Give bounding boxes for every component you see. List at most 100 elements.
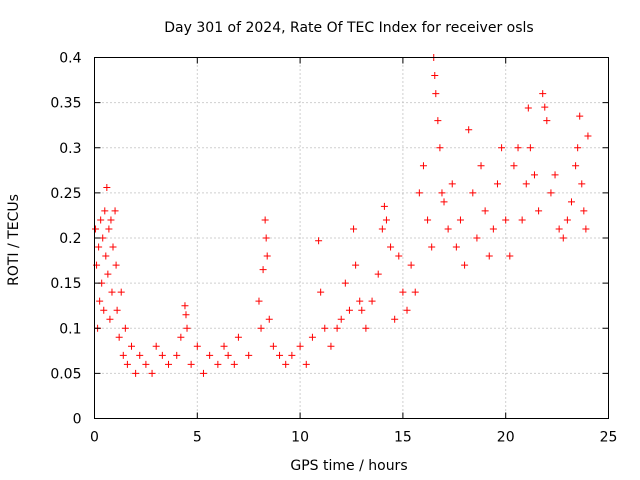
data-point (111, 207, 119, 215)
data-point (526, 144, 534, 152)
data-point (543, 117, 551, 125)
data-point (234, 333, 242, 341)
data-point (177, 333, 185, 341)
data-point (448, 180, 456, 188)
data-point (444, 225, 452, 233)
y-tick-label: 0.2 (59, 231, 81, 247)
data-point (113, 306, 121, 314)
data-point (350, 225, 358, 233)
data-point (539, 90, 547, 98)
data-point (368, 297, 376, 305)
data-point (415, 189, 423, 197)
data-point (317, 288, 325, 296)
data-point (96, 297, 104, 305)
chart-title: Day 301 of 2024, Rate Of TEC Index for r… (164, 20, 533, 36)
data-point (428, 243, 436, 251)
data-point (103, 183, 111, 191)
data-point (518, 216, 526, 224)
data-point (136, 351, 144, 359)
data-point (469, 189, 477, 197)
data-point (380, 202, 388, 210)
data-point (230, 360, 238, 368)
data-point (261, 216, 269, 224)
data-point (100, 306, 108, 314)
data-point (148, 369, 156, 377)
x-tick-label: 15 (394, 430, 412, 446)
data-point (214, 360, 222, 368)
data-point (269, 342, 277, 350)
data-point (109, 243, 117, 251)
y-tick-label: 0.15 (50, 276, 81, 292)
data-point (105, 225, 113, 233)
y-axis-label: ROTI / TECUs (6, 194, 22, 286)
data-point (206, 351, 214, 359)
data-point (411, 288, 419, 296)
axis-ticks (94, 57, 609, 419)
data-point (541, 103, 549, 111)
data-point (559, 234, 567, 242)
data-point (337, 315, 345, 323)
data-point (391, 315, 399, 323)
tick-labels: 0 5 10 15 20 25 0 0.05 0.1 0.15 0.2 0.25 0.3 0.35 0.4 (50, 51, 617, 446)
data-point (245, 351, 253, 359)
data-point (356, 297, 364, 305)
data-point (431, 72, 439, 80)
data-point (193, 342, 201, 350)
x-tick-label: 10 (291, 430, 309, 446)
data-point (345, 306, 353, 314)
y-tick-label: 0.35 (50, 96, 81, 112)
data-point (403, 306, 411, 314)
y-tick-label: 0.05 (50, 366, 81, 382)
data-point (97, 216, 105, 224)
grid-lines (94, 57, 609, 419)
data-point (262, 234, 270, 242)
data-point (102, 252, 110, 260)
data-point (440, 198, 448, 206)
data-point (282, 360, 290, 368)
x-tick-label: 0 (90, 430, 99, 446)
data-point (101, 207, 109, 215)
data-point (115, 333, 123, 341)
data-point (374, 270, 382, 278)
data-point (481, 207, 489, 215)
data-point (187, 360, 195, 368)
data-point (424, 216, 432, 224)
data-point (165, 360, 173, 368)
data-point (578, 180, 586, 188)
data-point (121, 324, 129, 332)
data-point (582, 225, 590, 233)
data-point (567, 198, 575, 206)
x-axis-label: GPS time / hours (290, 458, 407, 474)
data-point (224, 351, 232, 359)
data-point (108, 288, 116, 296)
x-tick-label: 25 (600, 430, 618, 446)
data-point (220, 342, 228, 350)
data-point (95, 243, 103, 251)
data-point (432, 90, 440, 98)
data-point (181, 302, 189, 310)
data-point (315, 237, 323, 245)
data-point (477, 162, 485, 170)
data-point (358, 306, 366, 314)
data-point (378, 225, 386, 233)
data-point (436, 144, 444, 152)
data-point (263, 252, 271, 260)
y-tick-label: 0.4 (59, 51, 81, 67)
data-point (438, 189, 446, 197)
data-point (199, 369, 207, 377)
data-point (321, 324, 329, 332)
data-point (576, 112, 584, 120)
data-point (555, 225, 563, 233)
data-point (382, 216, 390, 224)
data-point (182, 311, 190, 319)
data-point (104, 270, 112, 278)
data-point (302, 360, 310, 368)
data-point (493, 180, 501, 188)
data-point (473, 234, 481, 242)
data-point (510, 162, 518, 170)
data-point (551, 171, 559, 179)
y-tick-label: 0.1 (59, 321, 81, 337)
data-point (128, 342, 136, 350)
data-point (112, 261, 120, 269)
